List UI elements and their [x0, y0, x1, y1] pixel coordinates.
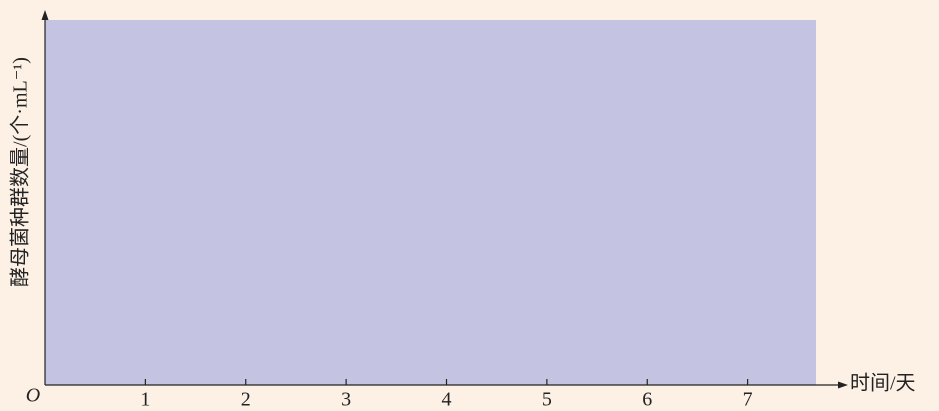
x-tick-label: 3 — [341, 389, 351, 411]
plot-area-shade — [45, 20, 816, 385]
x-tick-label: 7 — [743, 389, 753, 411]
x-tick-label: 6 — [642, 389, 652, 411]
x-tick-label: 1 — [140, 389, 150, 411]
x-axis-arrow — [838, 381, 848, 389]
x-tick-label: 2 — [241, 389, 251, 411]
x-tick-label: 5 — [542, 389, 552, 411]
y-axis-label: 酵母菌种群数量/(个·mL⁻¹) — [9, 57, 32, 287]
y-axis-arrow — [41, 10, 49, 20]
x-tick-label: 4 — [442, 389, 452, 411]
origin-label: O — [26, 385, 40, 407]
x-axis-label: 时间/天 — [850, 372, 916, 395]
